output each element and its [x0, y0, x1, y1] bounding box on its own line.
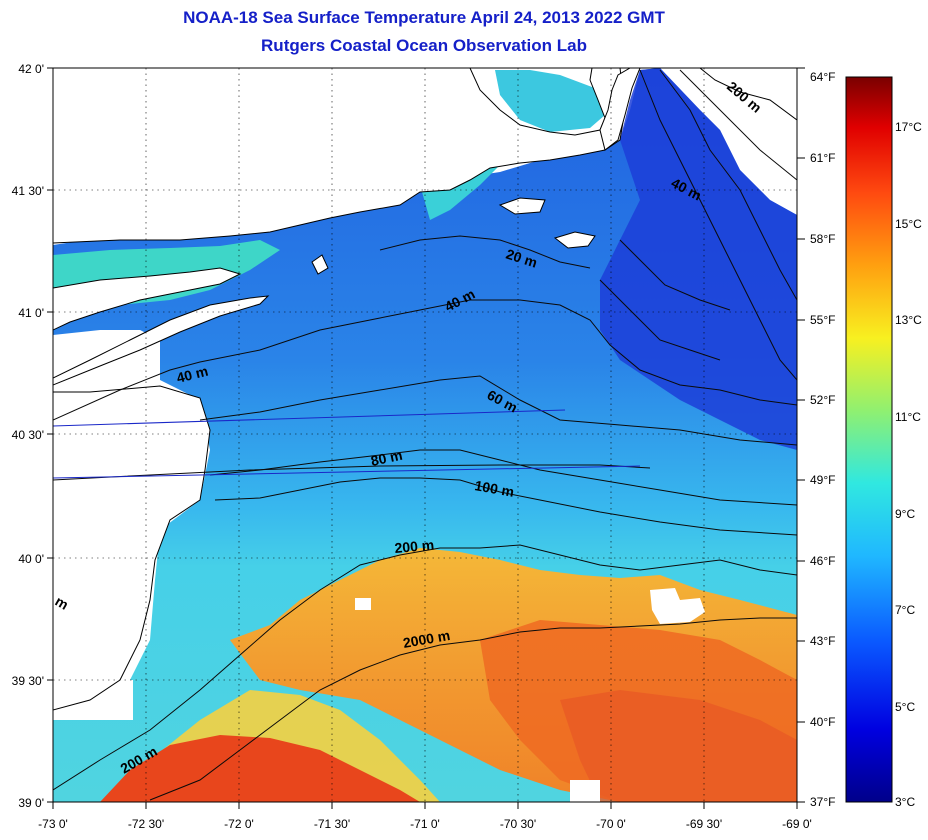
lon-label: -69 30' [686, 817, 722, 831]
lon-label: -71 0' [410, 817, 440, 831]
label-40m-c: 40 m [175, 363, 210, 386]
isobath-80m [209, 449, 797, 506]
lon-label: -69 0' [782, 817, 812, 831]
lon-label: -70 0' [596, 817, 626, 831]
c-label: 5°C [895, 700, 915, 714]
lat-label: 39 0' [18, 796, 44, 810]
lat-label: 40 0' [18, 552, 44, 566]
isobaths [53, 69, 797, 801]
new-england-land [53, 68, 626, 244]
axis-ticks [47, 67, 805, 809]
transect-lines [53, 409, 641, 479]
map-subtitle: Rutgers Coastal Ocean Observation Lab [261, 36, 587, 55]
fahrenheit-labels: 64°F 61°F 58°F 55°F 52°F 49°F 46°F 43°F … [810, 70, 835, 809]
lat-label: 40 30' [12, 428, 44, 442]
f-label: 40°F [810, 715, 835, 729]
f-label: 55°F [810, 313, 835, 327]
c-label: 17°C [895, 120, 922, 134]
c-label: 3°C [895, 795, 915, 809]
longitude-labels: -73 0' -72 30' -72 0' -71 30' -71 0' -70… [38, 817, 812, 831]
isobath-40m [53, 299, 797, 421]
isobath-60m [199, 375, 797, 446]
lat-label: 39 30' [12, 674, 44, 688]
f-label: 37°F [810, 795, 835, 809]
f-label: 58°F [810, 232, 835, 246]
marthas-vineyard [498, 197, 546, 215]
coastal-shallow-water [495, 70, 605, 132]
isobath-100m [214, 477, 797, 536]
f-label: 61°F [810, 151, 835, 165]
graticule [53, 68, 797, 802]
f-label: 64°F [810, 70, 835, 84]
nantucket [553, 231, 596, 249]
celsius-labels: 17°C 15°C 13°C 11°C 9°C 7°C 5°C 3°C [895, 120, 922, 809]
lat-label: 41 0' [18, 306, 44, 320]
isobath-20m [379, 235, 591, 269]
lon-label: -72 0' [224, 817, 254, 831]
hot-water [100, 735, 420, 802]
map-title: NOAA-18 Sea Surface Temperature April 24… [183, 8, 665, 27]
label-100m: 100 m [473, 477, 515, 500]
cold-water [600, 68, 797, 450]
c-label: 9°C [895, 507, 915, 521]
f-label: 43°F [810, 634, 835, 648]
label-200m-a: 200 m [394, 537, 435, 556]
lat-label: 41 30' [12, 184, 44, 198]
lon-label: -71 30' [314, 817, 350, 831]
latitude-labels: 42 0' 41 30' 41 0' 40 30' 40 0' 39 30' 3… [12, 62, 44, 810]
cape-cod [599, 68, 641, 151]
color-scale-bar [845, 76, 893, 803]
f-label: 52°F [810, 393, 835, 407]
lat-label: 42 0' [18, 62, 44, 76]
label-80m: 80 m [369, 447, 404, 469]
lon-label: -72 30' [128, 817, 164, 831]
new-jersey-coast [53, 385, 211, 711]
c-label: 13°C [895, 313, 922, 327]
f-label: 46°F [810, 554, 835, 568]
c-label: 7°C [895, 603, 915, 617]
c-label: 11°C [895, 410, 921, 424]
isobath-200m [53, 544, 797, 791]
isobath-2000m [149, 617, 797, 801]
f-label: 49°F [810, 473, 835, 487]
long-island [53, 295, 270, 386]
lon-label: -73 0' [38, 817, 68, 831]
lon-label: -70 30' [500, 817, 536, 831]
c-label: 15°C [895, 217, 922, 231]
